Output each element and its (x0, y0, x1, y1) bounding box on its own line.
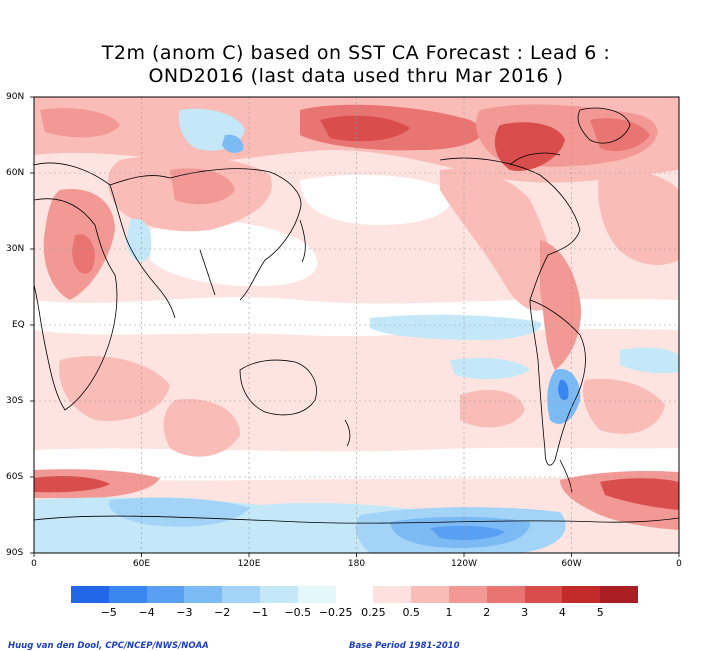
colorbar-label: −1 (251, 606, 269, 619)
graticule (34, 97, 679, 553)
colorbar-label: 0.5 (402, 606, 420, 619)
lat-label-60s: 60S (6, 472, 24, 482)
lon-label-120e: 120E (237, 559, 261, 569)
colorbar-label: −0.25 (318, 606, 353, 619)
lon-label-120w: 120W (450, 559, 478, 569)
lat-label-30n: 30N (6, 244, 25, 254)
title-line-1: T2m (anom C) based on SST CA Forecast : … (101, 42, 611, 64)
colorbar-swatch (373, 586, 412, 603)
credit-base-period: Base Period 1981-2010 (349, 641, 460, 651)
colorbar-swatch (600, 586, 638, 603)
colorbar-swatch (222, 586, 260, 603)
lat-label-eq: EQ (12, 320, 25, 330)
colorbar-label: 3 (521, 606, 529, 619)
colorbar-swatch (411, 586, 449, 603)
axis-ticks (30, 96, 680, 557)
lat-label-90s: 90S (6, 548, 24, 558)
colorbar-label: −2 (214, 606, 231, 619)
lon-label-180: 180 (347, 559, 366, 569)
colorbar-swatch (297, 586, 336, 603)
coastlines (34, 107, 679, 524)
lon-label-0: 0 (31, 559, 37, 569)
colorbar-label: 5 (596, 606, 604, 619)
colorbar-label: 0.25 (361, 606, 386, 619)
lon-label-60e: 60E (132, 559, 151, 569)
colorbar-label: −5 (100, 606, 117, 619)
lat-label-90n: 90N (6, 92, 25, 102)
colorbar-swatch (486, 586, 525, 603)
lon-label-60w: 60W (561, 559, 582, 569)
lat-label-60n: 60N (6, 168, 25, 178)
credit-author: Huug van den Dool, CPC/NCEP/NWS/NOAA (8, 641, 209, 651)
title-line-2: OND2016 (last data used thru Mar 2016 ) (148, 65, 564, 87)
colorbar-label: −3 (176, 606, 193, 619)
colorbar-label: 2 (483, 606, 491, 619)
colorbar-swatch (71, 586, 109, 603)
colorbar-swatch (524, 586, 563, 603)
colorbar-label: 4 (558, 606, 566, 619)
colorbar-swatch (562, 586, 601, 603)
colorbar-label: −4 (138, 606, 155, 619)
colorbar-swatch (184, 586, 223, 603)
colorbar-swatch (449, 586, 487, 603)
lon-label-0-east: 0 (676, 559, 682, 569)
lat-label-30s: 30S (6, 396, 24, 406)
colorbar-label: −0.5 (284, 606, 312, 619)
colorbar-swatch (146, 586, 185, 603)
colorbar-swatch (108, 586, 147, 603)
colorbar-swatch (260, 586, 298, 603)
colorbar-label: 1 (445, 606, 453, 619)
colorbar-swatch (335, 586, 374, 603)
